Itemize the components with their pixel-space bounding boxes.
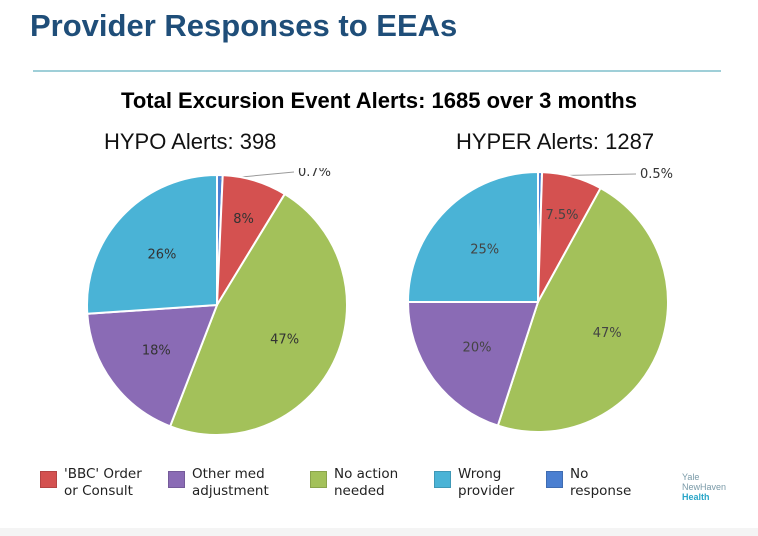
- legend-swatch: [168, 471, 185, 488]
- slice-label: 47%: [270, 332, 299, 347]
- yale-new-haven-health-logo: Yale NewHaven Health: [682, 472, 742, 502]
- pie-slice: [496, 186, 669, 433]
- slice-label: 0.7%: [298, 168, 331, 180]
- logo-line: Health: [682, 492, 710, 502]
- legend-swatch: [546, 471, 563, 488]
- slice-label: 18%: [142, 344, 171, 359]
- pie-slice: [86, 173, 218, 315]
- chart-main-title: Total Excursion Event Alerts: 1685 over …: [121, 88, 637, 113]
- title-divider: [33, 70, 721, 72]
- slice-label: 20%: [463, 340, 492, 355]
- slice-label: 8%: [233, 212, 254, 227]
- player-control-strip: [0, 528, 758, 536]
- pie-slice: [168, 192, 348, 436]
- slice-label: 7.5%: [545, 208, 578, 223]
- logo-line: NewHaven: [682, 482, 727, 492]
- slide-title: Provider Responses to EEAs: [30, 8, 458, 43]
- legend-label: No response: [570, 466, 632, 499]
- legend-swatch: [40, 471, 57, 488]
- slice-label: 25%: [470, 243, 499, 258]
- slice-label: 0.5%: [640, 167, 673, 182]
- legend-label: No action needed: [334, 466, 399, 499]
- hypo-pie-chart: 0.7% 8% 47% 18% 26%: [86, 168, 348, 436]
- logo-line: Yale: [682, 472, 700, 482]
- pie-slice: [406, 170, 539, 303]
- chart-legend: 'BBC' Order or Consult Other med adjustm…: [40, 466, 660, 522]
- pie-slice: [406, 301, 540, 427]
- slice-label: 47%: [593, 326, 622, 341]
- hyper-chart-title: HYPER Alerts: 1287: [456, 129, 655, 154]
- hypo-chart-title: HYPO Alerts: 398: [104, 129, 277, 154]
- hyper-pie-chart: 0.5% 7.5% 47% 20% 25%: [406, 167, 673, 433]
- pie-slice: [86, 303, 219, 428]
- legend-label: Wrong provider: [458, 466, 515, 499]
- legend-swatch: [310, 471, 327, 488]
- legend-swatch: [434, 471, 451, 488]
- slice-label: 26%: [147, 248, 176, 263]
- legend-label: Other med adjustment: [192, 466, 269, 499]
- legend-label: 'BBC' Order or Consult: [64, 466, 142, 499]
